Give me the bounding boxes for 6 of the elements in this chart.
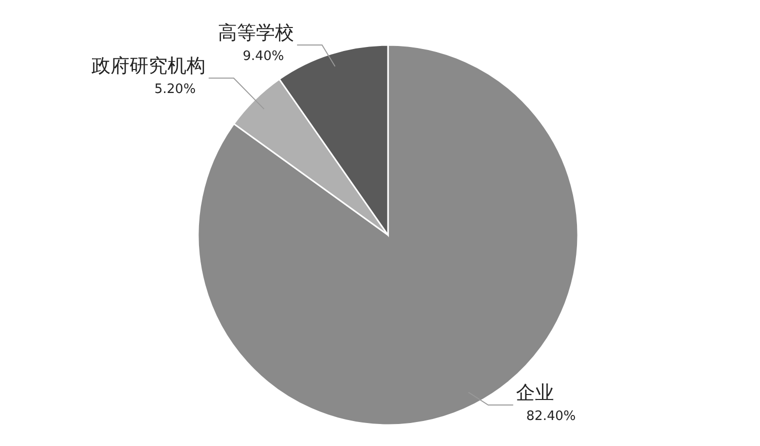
data-label: 82.40% <box>526 409 576 424</box>
slice-label: 高等学校 <box>218 22 294 44</box>
data-label: 5.20% <box>154 82 196 98</box>
slice-label: 政府研究机构 <box>92 55 206 78</box>
data-label: 9.40% <box>242 49 284 64</box>
slice-label: 企业 <box>516 382 554 404</box>
